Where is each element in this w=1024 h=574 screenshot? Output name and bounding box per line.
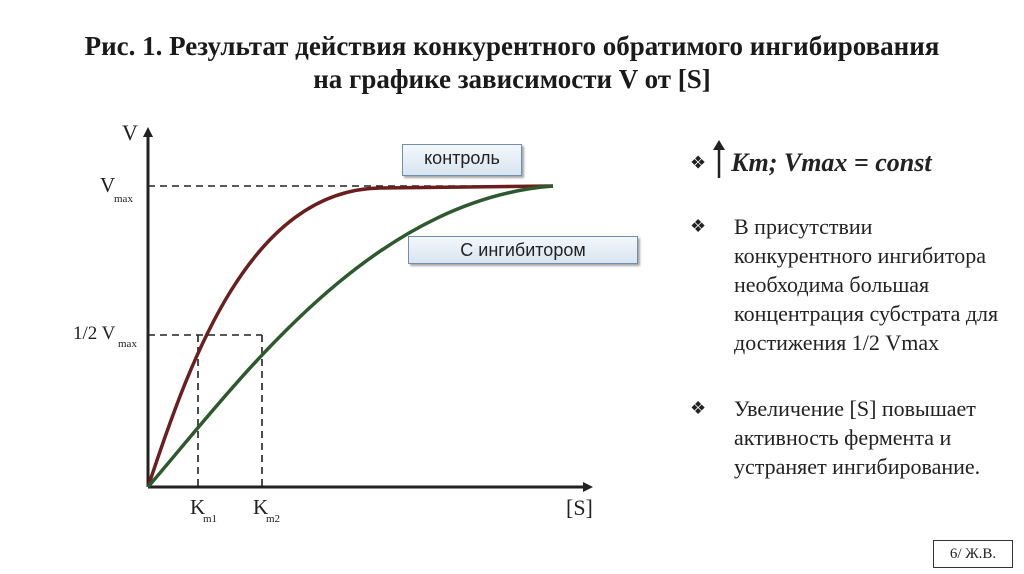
diamond-bullet-icon: ❖ (690, 398, 707, 418)
half-vmax-label: 1/2 V (73, 323, 116, 344)
control-label-box: контроль (402, 144, 522, 176)
km1-label: K (190, 495, 205, 519)
y-axis-label: V (122, 120, 138, 145)
diamond-bullet-icon: ❖ (690, 152, 707, 173)
km2-sub-label: m2 (266, 513, 280, 525)
vmax-label: V (100, 173, 115, 197)
bullet-km-vmax: ❖ Km; Vmax = const (690, 140, 932, 186)
km1-sub-label: m1 (203, 513, 217, 525)
vmax-sub-label: max (114, 193, 133, 205)
control-curve (146, 184, 554, 488)
diamond-bullet-icon: ❖ (690, 216, 707, 236)
slide-title-line-1: Рис. 1. Результат действия конкурентного… (84, 31, 940, 61)
inhibitor-label-box: С ингибитором (408, 236, 638, 264)
bullet-item-1-text: В присутствии конкурентного ингибитора н… (734, 214, 999, 355)
up-arrow-icon (712, 140, 726, 186)
control-label: контроль (424, 148, 500, 168)
inhibitor-label: С ингибитором (460, 240, 586, 260)
half-vmax-sub-label: max (118, 338, 137, 350)
km2-label: K (253, 495, 268, 519)
slide-number-badge: 6/ Ж.В. (933, 540, 1013, 568)
km-vmax-text: Km; Vmax = const (731, 148, 932, 177)
inhibitor-curve (146, 184, 554, 489)
x-axis-label: [S] (566, 495, 593, 520)
bullet-item-2-text: Увеличение [S] повышает активность ферме… (734, 396, 981, 479)
slide-title: Рис. 1. Результат действия конкурентного… (0, 30, 1024, 96)
slide-title-line-2: на графике зависимости V от [S] (313, 64, 711, 94)
